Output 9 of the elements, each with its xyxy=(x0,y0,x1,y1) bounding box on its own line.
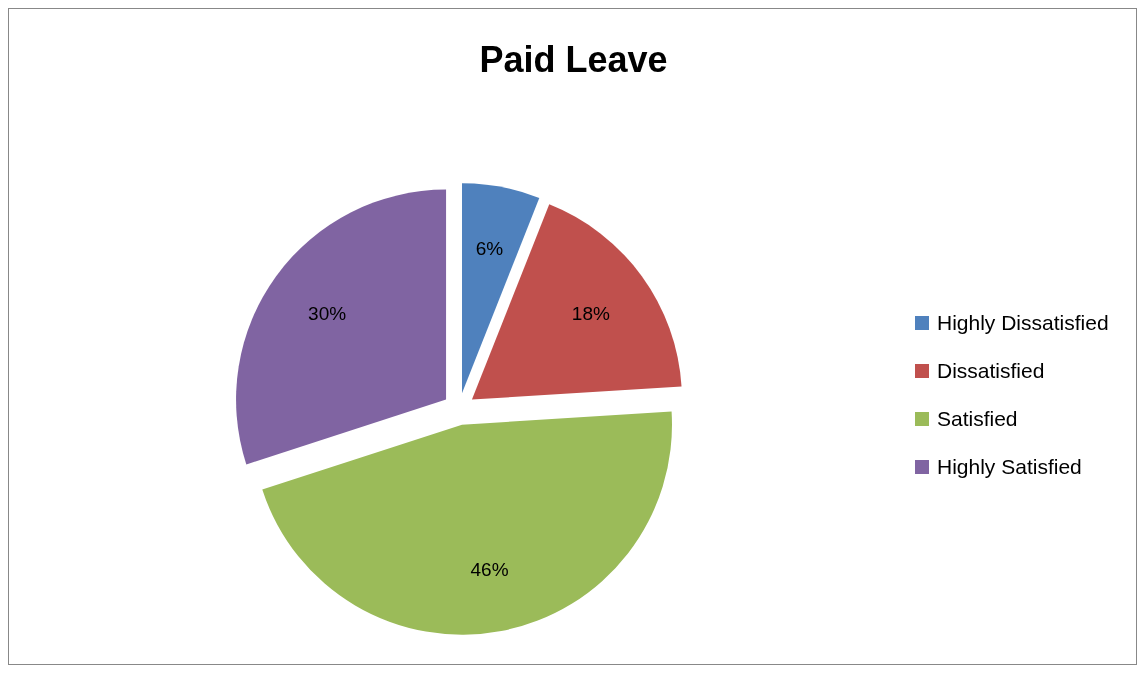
legend-label: Satisfied xyxy=(937,407,1018,431)
legend-label: Highly Satisfied xyxy=(937,455,1082,479)
data-label: 6% xyxy=(475,238,504,260)
data-label: 30% xyxy=(308,302,347,324)
legend-label: Dissatisfied xyxy=(937,359,1045,383)
data-label: 46% xyxy=(470,558,509,580)
data-label: 18% xyxy=(571,302,610,324)
chart-title: Paid Leave xyxy=(478,39,669,81)
legend-label: Highly Dissatisfied xyxy=(937,311,1109,335)
